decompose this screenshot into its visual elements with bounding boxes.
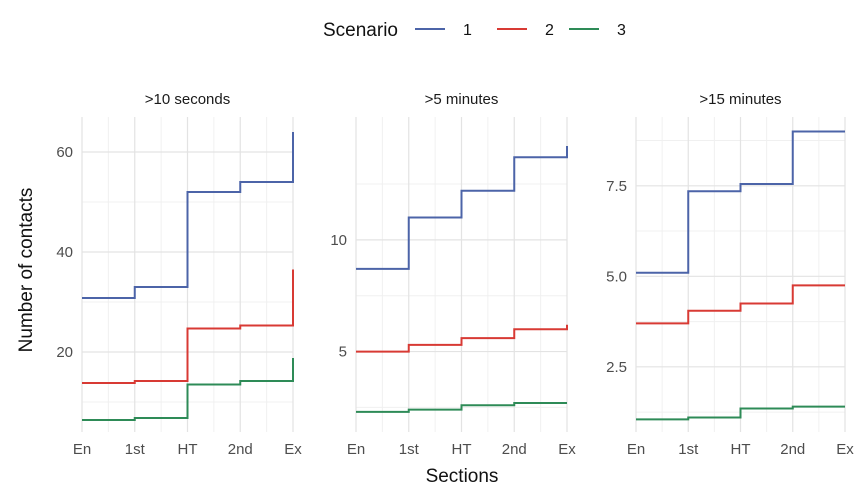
x-tick-label: 2nd <box>780 441 805 458</box>
x-tick-label: 1st <box>125 441 146 458</box>
x-tick-label: 1st <box>399 441 420 458</box>
panel-1: >10 seconds En 1st HT 2nd Ex 20 40 60 <box>56 91 302 458</box>
legend-label-2: 2 <box>545 22 554 39</box>
series-1-line <box>356 146 568 270</box>
x-tick-label: Ex <box>558 441 576 458</box>
x-tick-label: 1st <box>678 441 699 458</box>
y-tick-label: 7.5 <box>606 178 627 195</box>
x-tick-label: 2nd <box>228 441 253 458</box>
panel-title: >10 seconds <box>145 91 230 108</box>
series-1-line <box>636 130 845 274</box>
y-tick-label: 2.5 <box>606 359 627 376</box>
legend-label-1: 1 <box>463 22 472 39</box>
panel-3: >15 minutes En 1st HT 2nd Ex 2.5 5.0 7.5 <box>606 91 854 458</box>
y-tick-label: 40 <box>56 244 73 261</box>
legend-title: Scenario <box>323 20 398 41</box>
x-tick-label: 2nd <box>502 441 527 458</box>
y-tick-label: 60 <box>56 144 73 161</box>
series-3-line <box>356 401 567 413</box>
series-3-line <box>82 358 294 421</box>
legend-label-3: 3 <box>617 22 626 39</box>
y-tick-label: 10 <box>330 232 347 249</box>
x-tick-label: En <box>627 441 645 458</box>
x-tick-label: HT <box>178 441 198 458</box>
y-tick-label: 5.0 <box>606 268 627 285</box>
x-tick-label: Ex <box>836 441 854 458</box>
x-tick-label: HT <box>452 441 472 458</box>
y-axis-title: Number of contacts <box>16 188 37 353</box>
series-2-line <box>636 284 845 325</box>
legend: Scenario 1 2 3 <box>323 20 626 41</box>
x-tick-label: En <box>73 441 91 458</box>
series-2-line <box>82 269 294 384</box>
panel-title: >5 minutes <box>425 91 499 108</box>
panel-2: >5 minutes En 1st HT 2nd Ex 5 10 <box>330 91 576 458</box>
series-2-line <box>356 324 568 353</box>
panel-title: >15 minutes <box>699 91 781 108</box>
series-3-line <box>636 405 845 421</box>
x-tick-label: HT <box>731 441 751 458</box>
series-1-line <box>82 132 294 299</box>
y-tick-label: 5 <box>339 344 347 361</box>
x-axis-title: Sections <box>426 466 499 487</box>
x-tick-label: En <box>347 441 365 458</box>
y-tick-label: 20 <box>56 344 73 361</box>
x-tick-label: Ex <box>284 441 302 458</box>
